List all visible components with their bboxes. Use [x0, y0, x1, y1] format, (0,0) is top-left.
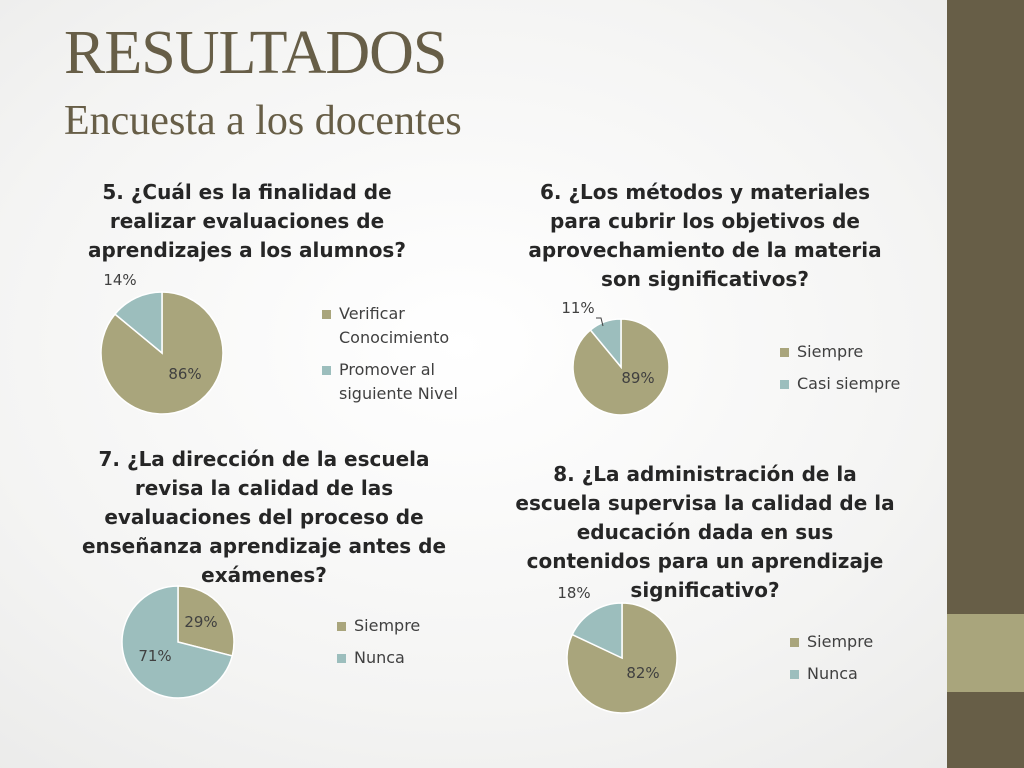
chart-7-data-label-1: 71%	[138, 647, 171, 665]
chart-8-data-label-1: 18%	[557, 584, 590, 602]
slide-title: RESULTADOS	[64, 19, 447, 87]
chart-8-title: 8. ¿La administración de la escuela supe…	[515, 462, 895, 602]
legend-swatch	[790, 670, 799, 679]
chart-6-slice-1	[589, 318, 622, 370]
chart-5-title: 5. ¿Cuál es la finalidad de realizar eva…	[88, 180, 406, 262]
chart-6-legend: Siempre Casi siempre	[780, 340, 920, 404]
legend-item: Siempre	[780, 340, 920, 364]
chart-8-data-label-0: 82%	[626, 664, 659, 682]
slide-subtitle: Encuesta a los docentes	[64, 98, 462, 144]
legend-label: Nunca	[354, 648, 405, 667]
legend-label: Casi siempre	[797, 374, 901, 393]
legend-swatch	[337, 654, 346, 663]
legend-swatch	[790, 638, 799, 647]
legend-label: Promover al siguiente Nivel	[339, 360, 458, 403]
chart-7-slice-0	[177, 585, 235, 657]
chart-5-legend: Verificar Conocimiento Promover al sigui…	[322, 302, 472, 414]
chart-8-slice-1	[571, 602, 623, 660]
chart-5-slice-1	[113, 291, 163, 355]
side-bar-accent	[947, 614, 1024, 692]
legend-swatch	[322, 366, 331, 375]
chart-6-data-label-1: 11%	[561, 299, 594, 317]
chart-5-data-label-1: 14%	[103, 271, 136, 289]
chart-6-leader-line	[596, 317, 604, 327]
legend-swatch	[322, 310, 331, 319]
chart-6-title: 6. ¿Los métodos y materiales para cubrir…	[528, 180, 882, 291]
chart-8-legend: Siempre Nunca	[790, 630, 910, 694]
legend-item: Siempre	[790, 630, 910, 654]
legend-item: Casi siempre	[780, 372, 920, 396]
chart-6-data-label-0: 89%	[621, 369, 654, 387]
legend-swatch	[780, 380, 789, 389]
legend-item: Verificar Conocimiento	[322, 302, 472, 350]
legend-label: Siempre	[354, 616, 421, 635]
legend-item: Nunca	[337, 646, 457, 670]
legend-label: Siempre	[797, 342, 864, 361]
legend-item: Nunca	[790, 662, 910, 686]
chart-7-data-label-0: 29%	[184, 613, 217, 631]
chart-7-title: 7. ¿La dirección de la escuela revisa la…	[81, 447, 447, 587]
legend-label: Verificar Conocimiento	[339, 304, 450, 347]
legend-label: Nunca	[807, 664, 858, 683]
legend-swatch	[337, 622, 346, 631]
legend-label: Siempre	[807, 632, 874, 651]
legend-swatch	[780, 348, 789, 357]
chart-7-legend: Siempre Nunca	[337, 614, 457, 678]
chart-7-slice-1	[121, 585, 234, 699]
legend-item: Promover al siguiente Nivel	[322, 358, 472, 406]
legend-item: Siempre	[337, 614, 457, 638]
chart-5-data-label-0: 86%	[168, 365, 201, 383]
